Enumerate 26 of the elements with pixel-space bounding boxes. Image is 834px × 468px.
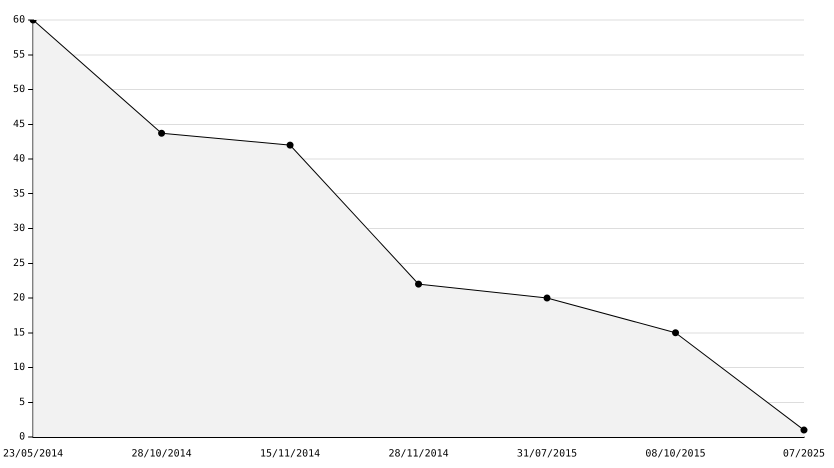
point bbox=[800, 426, 808, 434]
point bbox=[415, 280, 422, 288]
x-tick-label: 15/11/2014 bbox=[260, 448, 320, 460]
x-tick-label: 28/10/2014 bbox=[131, 448, 192, 460]
point bbox=[544, 294, 551, 302]
y-tick-label: 15 bbox=[13, 327, 26, 338]
y-tick-label: 40 bbox=[13, 154, 26, 165]
x-tick-label: 28/11/2014 bbox=[388, 448, 449, 460]
y-tick-label: 20 bbox=[13, 292, 26, 304]
y-tick-label: 5 bbox=[19, 396, 26, 408]
x-tick-label: 31/07/2015 bbox=[516, 448, 578, 460]
y-tick-label: 60 bbox=[13, 14, 26, 26]
y-tick-label: 35 bbox=[13, 188, 26, 200]
y-tick-label: 50 bbox=[13, 84, 26, 96]
y-tick-label: 25 bbox=[13, 258, 26, 269]
y-tick-label: 55 bbox=[13, 49, 26, 60]
y-tick-label: 10 bbox=[13, 362, 26, 374]
point bbox=[672, 329, 680, 336]
x-tick-label: 07/2025 bbox=[782, 448, 826, 460]
y-tick-label: 0 bbox=[19, 432, 26, 443]
point bbox=[286, 142, 294, 149]
x-tick-label: 23/05/2014 bbox=[2, 448, 64, 460]
y-tick-label: 30 bbox=[13, 223, 26, 234]
point bbox=[158, 130, 166, 137]
x-tick-label: 08/10/2015 bbox=[645, 448, 706, 460]
y-tick-label: 45 bbox=[13, 118, 26, 130]
